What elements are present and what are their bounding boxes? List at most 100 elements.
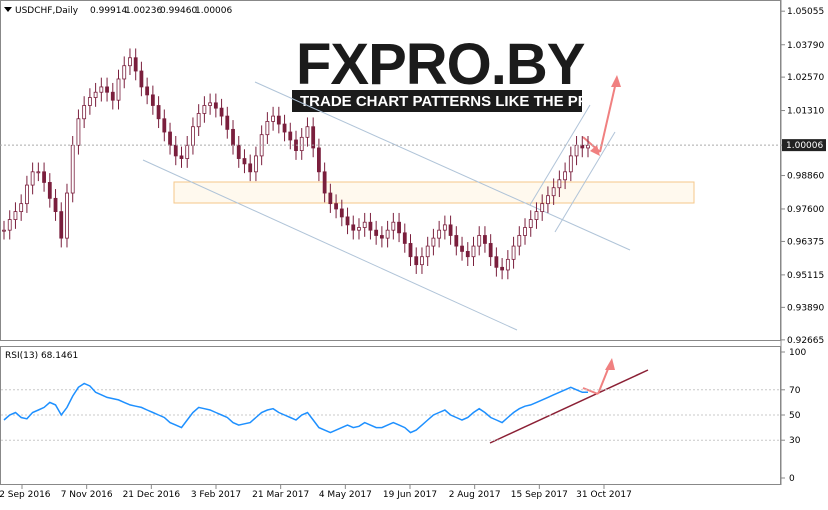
- x-tick-label: 3 Feb 2017: [191, 490, 241, 500]
- symbol-label: USDCHF,Daily: [15, 6, 79, 16]
- price-ticks: 1.05055 1.03790 1.02570 1.01310 1.00006 0.988…: [781, 7, 824, 346]
- current-price-label: 1.00006: [786, 141, 823, 151]
- candle-body: [402, 232, 407, 244]
- candle-body: [196, 113, 201, 128]
- candle-body: [534, 211, 539, 220]
- candle-body: [93, 91, 98, 98]
- candle-body: [150, 94, 155, 106]
- x-axis-labels: 22 Sep 2016 7 Nov 2016 21 Dec 2016 3 Feb 20…: [0, 485, 632, 500]
- candle-body: [99, 86, 104, 93]
- price-tick-label: 0.93890: [787, 303, 824, 313]
- candle-body: [317, 147, 321, 173]
- x-tick-label: 7 Nov 2016: [61, 490, 113, 500]
- x-tick-label: 21 Mar 2017: [252, 490, 309, 500]
- candle-body: [30, 171, 35, 186]
- candle-body: [385, 229, 390, 239]
- candle-body: [168, 131, 172, 146]
- candle-body: [546, 195, 550, 205]
- candle-body: [368, 221, 373, 231]
- candle-body: [414, 256, 419, 266]
- ohlc-low: 0.99460: [160, 6, 197, 16]
- candle-body: [288, 131, 293, 141]
- candle-body: [139, 70, 144, 88]
- candle-body: [145, 86, 150, 96]
- candle-body: [580, 144, 585, 149]
- candle-body: [557, 179, 562, 189]
- rising-channel-upper: [529, 104, 591, 206]
- candle-body: [374, 229, 379, 236]
- x-tick-label: 15 Sep 2017: [511, 490, 568, 500]
- candle-body: [494, 256, 499, 268]
- arrow-up-head: [611, 75, 621, 87]
- candle-body: [128, 57, 132, 67]
- candle-body: [500, 266, 505, 271]
- price-tick-label: 0.96375: [787, 237, 824, 247]
- candle-body: [202, 105, 207, 114]
- candle-body: [586, 144, 590, 149]
- price-tick-label: 0.98860: [787, 172, 824, 182]
- candle-body: [574, 144, 579, 157]
- candle-body: [425, 245, 430, 258]
- candle-body: [53, 197, 58, 213]
- candle-body: [110, 91, 115, 101]
- rsi-trendline: [489, 369, 649, 444]
- candle-body: [379, 235, 384, 239]
- candle-body: [311, 126, 316, 149]
- current-price-box: [782, 139, 826, 152]
- price-tick-label: 1.05055: [787, 7, 824, 17]
- ohlc-open: 0.99914: [90, 6, 127, 16]
- arrow-up-line: [599, 81, 617, 153]
- candle-body: [448, 224, 453, 236]
- candle-body: [13, 211, 18, 220]
- candle-body: [528, 219, 533, 228]
- candle-body: [305, 126, 310, 138]
- candle-body: [505, 258, 510, 271]
- rsi-line: [3, 382, 588, 434]
- annotations: [142, 75, 695, 444]
- grid-layer: [1, 389, 780, 441]
- price-tick-label: 1.03790: [787, 41, 824, 51]
- candle-body: [87, 97, 92, 106]
- price-tick-label: 0.92665: [787, 336, 824, 346]
- price-tick-label: 0.97600: [787, 205, 824, 215]
- candle-body: [36, 171, 41, 174]
- candle-body: [254, 155, 258, 173]
- support-zone: [173, 181, 695, 204]
- candle-body: [2, 229, 6, 232]
- arrow-down-head: [590, 145, 600, 156]
- candle-body: [454, 235, 459, 247]
- candle-body: [345, 216, 350, 226]
- candle-body: [334, 203, 338, 210]
- candle-body: [328, 192, 333, 205]
- candle-body: [19, 203, 24, 213]
- candle-body: [568, 155, 573, 173]
- candle-body: [65, 192, 69, 239]
- candle-body: [179, 155, 184, 159]
- candle-body: [7, 219, 12, 231]
- candle-body: [483, 235, 487, 244]
- x-tick-label: 2 Aug 2017: [449, 490, 501, 500]
- candle-body: [437, 229, 442, 239]
- price-tick-label: 1.02570: [787, 73, 824, 83]
- rsi-arrow-up-head: [605, 358, 615, 370]
- price-panel: [0, 0, 781, 341]
- candle-body: [236, 144, 241, 159]
- x-tick-label: 31 Oct 2017: [576, 490, 632, 500]
- rsi-label: RSI(13) 68.1461: [5, 351, 78, 361]
- fxpro-logo: FXPRO.BY TRADE CHART PATTERNS LIKE THE P…: [292, 32, 610, 112]
- candle-body: [59, 211, 64, 239]
- ohlc-close: 1.00006: [195, 6, 232, 16]
- candle-body: [122, 65, 127, 80]
- candle-body: [420, 256, 424, 266]
- symbol-dropdown-icon[interactable]: [4, 7, 12, 12]
- candle-body: [219, 107, 224, 117]
- x-tick-label: 21 Dec 2016: [123, 490, 181, 500]
- candle-body: [465, 250, 470, 258]
- rsi-arrow-down: [582, 387, 599, 395]
- x-tick-label: 22 Sep 2016: [0, 490, 51, 500]
- channel-upper-line: [254, 81, 631, 251]
- candle-body: [242, 158, 247, 165]
- candle-body: [563, 171, 567, 181]
- candle-body: [173, 144, 178, 157]
